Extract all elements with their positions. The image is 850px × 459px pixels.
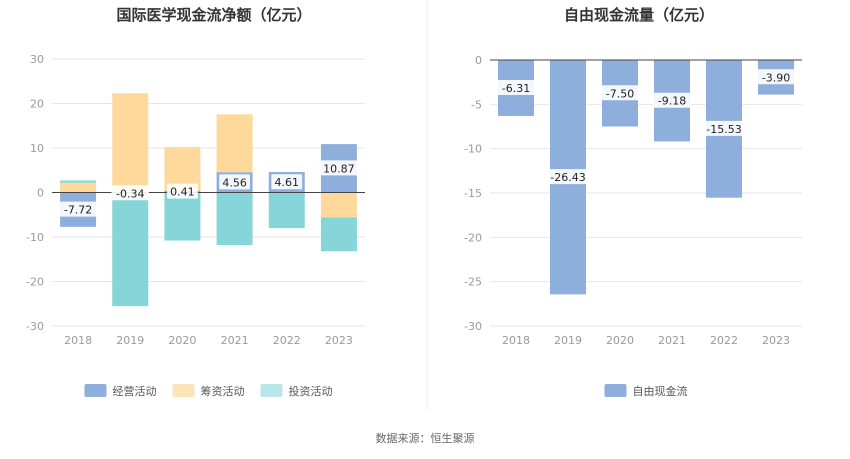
data-labels: -7.72 -0.34 0.41 4.56 4.61 10.87 [59, 160, 358, 217]
legend: 自由现金流 [604, 384, 688, 398]
data-label-bg [167, 183, 198, 199]
x-tick-label: 2020 [606, 334, 634, 347]
x-axis-ticks: 2018 2019 2020 2021 2022 2023 [502, 334, 790, 347]
x-tick-label: 2022 [273, 334, 301, 347]
data-label: 0.41 [170, 186, 195, 199]
data-label-bg [653, 92, 691, 108]
y-tick-label: 0 [475, 54, 482, 67]
x-axis-ticks: 2018 2019 2020 2021 2022 2023 [64, 334, 353, 347]
bars [60, 93, 357, 307]
y-axis-ticks: 0 -5 -10 -15 -20 -25 -30 [464, 54, 482, 333]
y-axis-ticks: 30 20 10 0 -10 -20 -30 [26, 53, 44, 333]
data-labels: -6.31 -26.43 -7.50 -9.18 -15.53 -3.90 [497, 69, 795, 185]
data-label: -0.34 [116, 187, 144, 200]
bar-筹资活动-2023 [320, 192, 357, 218]
y-tick-label: -30 [26, 320, 44, 333]
data-label: 4.61 [275, 176, 300, 189]
free-cashflow-chart: 自由现金流量（亿元） 0 -5 -10 -15 -20 -25 -30 -6.31 -26.4… [464, 6, 802, 398]
bar-筹资活动-2019 [112, 93, 149, 193]
y-gridlines [490, 103, 802, 327]
data-label: -7.50 [606, 87, 634, 100]
chart-title: 国际医学现金流净额（亿元） [116, 6, 311, 24]
x-tick-label: 2022 [710, 334, 738, 347]
y-tick-label: -30 [464, 320, 482, 333]
legend-swatch [172, 384, 195, 397]
data-label: -15.53 [706, 123, 741, 136]
x-tick-label: 2023 [762, 334, 790, 347]
bar-投资活动-2018 [60, 180, 97, 183]
data-label-bg [111, 185, 149, 201]
data-label-bg [701, 120, 747, 136]
y-tick-label: -25 [464, 276, 482, 289]
data-label: 10.87 [323, 162, 355, 175]
data-label-bg [219, 174, 250, 190]
legend-label: 投资活动 [289, 384, 333, 398]
chart-title: 自由现金流量（亿元） [564, 6, 714, 24]
data-label-bg [59, 201, 97, 217]
data-label-bg [497, 79, 535, 95]
data-label-bg [545, 169, 591, 185]
x-tick-label: 2018 [64, 334, 92, 347]
y-tick-label: 30 [30, 53, 44, 66]
bar-投资活动-2019 [112, 194, 149, 307]
legend-swatch [604, 384, 627, 397]
source-note: 数据来源：恒生聚源 [376, 431, 475, 445]
y-tick-label: -10 [26, 231, 44, 244]
y-tick-label: -15 [464, 187, 482, 200]
x-tick-label: 2018 [502, 334, 530, 347]
data-label: -3.90 [762, 71, 790, 84]
data-label-bg [271, 174, 303, 190]
bar-投资活动-2020 [164, 192, 201, 241]
bar-筹资活动-2021 [216, 114, 253, 173]
y-tick-label: 20 [30, 98, 44, 111]
data-label: 4.56 [222, 176, 247, 189]
data-label: -26.43 [550, 171, 585, 184]
data-label: -9.18 [658, 95, 686, 108]
x-tick-label: 2021 [658, 334, 686, 347]
bars [498, 60, 794, 295]
bar-投资活动-2021 [216, 192, 253, 246]
x-tick-label: 2021 [221, 334, 249, 347]
y-tick-label: 10 [30, 142, 44, 155]
legend-label: 筹资活动 [201, 384, 245, 398]
x-tick-label: 2019 [554, 334, 582, 347]
y-tick-label: -20 [26, 276, 44, 289]
legend: 经营活动 筹资活动 投资活动 [84, 384, 333, 398]
data-label-bg [320, 160, 358, 176]
legend-label: 自由现金流 [633, 384, 688, 398]
data-label: -7.72 [64, 204, 92, 217]
x-tick-label: 2023 [325, 334, 353, 347]
x-tick-label: 2020 [168, 334, 196, 347]
y-tick-label: -20 [464, 231, 482, 244]
data-label-bg [757, 69, 795, 85]
legend-swatch [260, 384, 283, 397]
y-tick-label: -10 [464, 143, 482, 156]
bar-筹资活动-2018 [60, 182, 97, 193]
legend-label: 经营活动 [113, 384, 157, 398]
y-tick-label: 0 [37, 187, 44, 200]
y-tick-label: -5 [471, 98, 482, 111]
bar-筹资活动-2020 [164, 147, 201, 191]
x-tick-label: 2019 [116, 334, 144, 347]
bar-投资活动-2023 [320, 217, 357, 252]
data-label: -6.31 [502, 82, 530, 95]
legend-swatch [84, 384, 107, 397]
cashflow-net-chart: 国际医学现金流净额（亿元） 30 20 10 0 -10 -20 -30 -7.72 -0.3… [26, 6, 365, 398]
data-label-bg [601, 85, 639, 101]
bar-投资活动-2022 [268, 192, 305, 229]
y-gridlines [52, 58, 365, 327]
